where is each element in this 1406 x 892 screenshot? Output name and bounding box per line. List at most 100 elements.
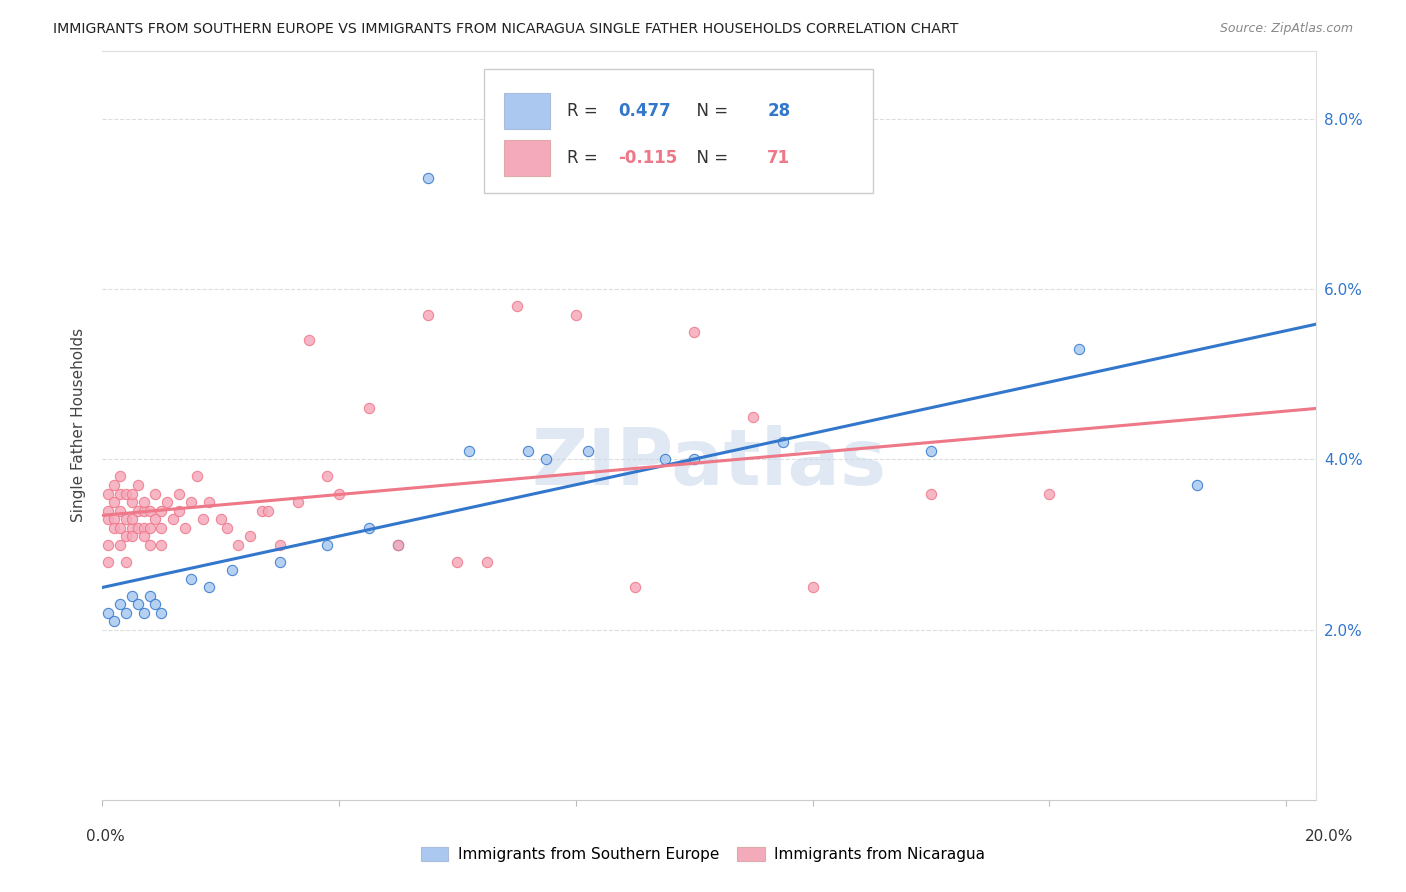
Point	[97, 512, 120, 526]
Point	[167, 503, 190, 517]
Point	[228, 538, 250, 552]
Point	[239, 529, 262, 543]
Point	[920, 486, 942, 500]
Point	[565, 308, 588, 322]
Point	[191, 512, 214, 526]
Point	[1038, 486, 1060, 500]
Point	[150, 503, 173, 517]
Text: N =: N =	[686, 149, 734, 167]
Point	[97, 606, 120, 620]
Point	[138, 520, 160, 534]
Point	[127, 520, 149, 534]
Text: 0.477: 0.477	[617, 102, 671, 120]
Point	[108, 486, 131, 500]
Point	[742, 409, 765, 424]
Point	[215, 520, 238, 534]
Point	[108, 538, 131, 552]
Point	[108, 469, 131, 483]
Point	[683, 325, 706, 339]
Point	[121, 486, 143, 500]
Point	[97, 555, 120, 569]
Point	[108, 520, 131, 534]
Point	[127, 478, 149, 492]
Point	[97, 503, 120, 517]
Point	[138, 538, 160, 552]
Text: Source: ZipAtlas.com: Source: ZipAtlas.com	[1219, 22, 1353, 36]
Point	[103, 512, 125, 526]
Point	[115, 555, 138, 569]
Point	[145, 486, 167, 500]
Point	[197, 495, 219, 509]
Point	[108, 597, 131, 611]
Point	[475, 555, 498, 569]
Point	[115, 606, 138, 620]
Point	[174, 520, 197, 534]
Point	[121, 529, 143, 543]
Point	[132, 503, 155, 517]
Point	[180, 572, 202, 586]
Point	[316, 469, 339, 483]
Point	[186, 469, 208, 483]
Point	[298, 333, 321, 347]
Point	[150, 538, 173, 552]
Point	[115, 486, 138, 500]
Point	[121, 589, 143, 603]
Point	[138, 503, 160, 517]
Point	[576, 444, 599, 458]
Point	[127, 597, 149, 611]
FancyBboxPatch shape	[503, 93, 550, 128]
Point	[138, 589, 160, 603]
Text: 20.0%: 20.0%	[1305, 830, 1353, 844]
Point	[121, 512, 143, 526]
Point	[97, 486, 120, 500]
Point	[534, 452, 557, 467]
Point	[115, 529, 138, 543]
Text: R =: R =	[567, 149, 603, 167]
Point	[257, 503, 280, 517]
Point	[416, 308, 439, 322]
Point	[250, 503, 273, 517]
Point	[209, 512, 232, 526]
Point	[1187, 478, 1209, 492]
Point	[269, 538, 291, 552]
Text: ZIPatlas: ZIPatlas	[531, 425, 886, 500]
Point	[458, 444, 481, 458]
Point	[357, 401, 380, 416]
Point	[1067, 342, 1090, 356]
Point	[654, 452, 676, 467]
Text: -0.115: -0.115	[617, 149, 678, 167]
Legend: Immigrants from Southern Europe, Immigrants from Nicaragua: Immigrants from Southern Europe, Immigra…	[415, 841, 991, 868]
Point	[328, 486, 350, 500]
Point	[505, 299, 527, 313]
Y-axis label: Single Father Households: Single Father Households	[72, 328, 86, 523]
Point	[103, 614, 125, 628]
Point	[920, 444, 942, 458]
Point	[416, 171, 439, 186]
Text: IMMIGRANTS FROM SOUTHERN EUROPE VS IMMIGRANTS FROM NICARAGUA SINGLE FATHER HOUSE: IMMIGRANTS FROM SOUTHERN EUROPE VS IMMIG…	[53, 22, 959, 37]
Point	[145, 597, 167, 611]
Point	[103, 495, 125, 509]
Point	[115, 512, 138, 526]
Point	[357, 520, 380, 534]
Point	[387, 538, 409, 552]
Point	[108, 503, 131, 517]
Point	[517, 444, 540, 458]
FancyBboxPatch shape	[503, 140, 550, 176]
Point	[624, 580, 647, 594]
Point	[801, 580, 824, 594]
Point	[132, 606, 155, 620]
Point	[145, 512, 167, 526]
Text: 28: 28	[768, 102, 790, 120]
Point	[197, 580, 219, 594]
Point	[316, 538, 339, 552]
Point	[103, 520, 125, 534]
Text: 71: 71	[768, 149, 790, 167]
Point	[180, 495, 202, 509]
Point	[162, 512, 184, 526]
Point	[287, 495, 309, 509]
Point	[97, 538, 120, 552]
Point	[167, 486, 190, 500]
Point	[150, 520, 173, 534]
Point	[132, 529, 155, 543]
Point	[150, 606, 173, 620]
